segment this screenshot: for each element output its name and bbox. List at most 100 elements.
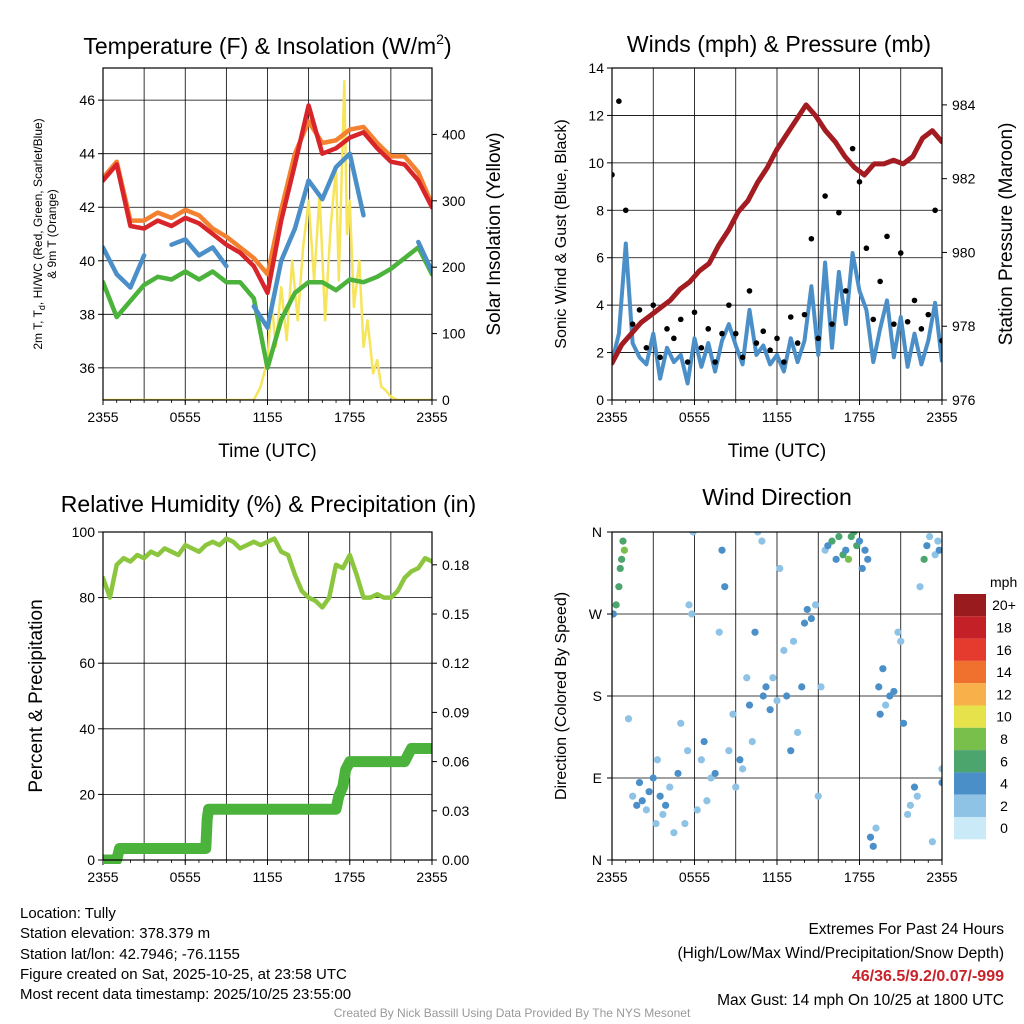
direction-point [689, 532, 697, 536]
temp-ytick-right-label: 0 [442, 392, 450, 408]
direction-point [703, 797, 711, 805]
temp-ylabel-line2: & 9m T (Orange) [45, 189, 59, 279]
wind-ytick-label: 12 [588, 107, 604, 123]
direction-point [688, 610, 696, 618]
temp-series-9m-t [103, 119, 432, 277]
direction-point [624, 715, 633, 723]
wind-ytick-label: 8 [596, 202, 604, 218]
temp-title-close: ) [444, 33, 452, 59]
direction-point [612, 610, 617, 618]
wind-plot-area [612, 98, 942, 386]
gust-point [829, 321, 835, 327]
gust-point [822, 193, 828, 199]
direction-point [803, 605, 811, 614]
direction-point [923, 542, 931, 550]
max-gust: Max Gust: 14 mph On 10/25 at 1800 UTC [717, 991, 1004, 1009]
legend-swatch [954, 616, 986, 639]
legend-label: 0 [1000, 820, 1008, 836]
direction-point [928, 838, 936, 846]
rh-xtick-label: 1155 [252, 869, 282, 885]
figure-created: Figure created on Sat, 2025-10-25, at 23… [20, 965, 347, 983]
direction-point [629, 792, 637, 800]
direction-point [886, 692, 894, 700]
dir-plot-border [611, 531, 943, 861]
direction-point [656, 792, 664, 800]
direction-point [697, 756, 705, 764]
gust-point [739, 354, 746, 361]
temp-ytick-right-label: 200 [442, 259, 466, 275]
extremes-values: 46/36.5/9.2/0.07/-999 [851, 968, 1004, 985]
direction-point [618, 555, 626, 563]
precip-line [103, 743, 432, 864]
gust-point [918, 326, 925, 332]
gust-point [746, 288, 753, 294]
direction-point [835, 532, 843, 541]
temp-ytick-label: 36 [79, 360, 95, 376]
gust-point [781, 359, 787, 365]
temp-title: Temperature (F) & Insolation (W/m2) [83, 31, 451, 59]
direction-point [718, 546, 726, 554]
gust-point [836, 209, 842, 216]
direction-point [861, 546, 869, 554]
legend-swatch [954, 638, 986, 661]
direction-point [899, 719, 908, 727]
legend-label: 14 [996, 664, 1012, 680]
dir-plot-area [612, 532, 942, 850]
legend-swatch [954, 594, 986, 617]
direction-point [876, 710, 884, 718]
gust-point [863, 245, 870, 252]
direction-point [715, 628, 723, 636]
dir-xtick-label: 1755 [844, 869, 875, 885]
direction-point [879, 665, 887, 673]
direction-point [773, 696, 781, 705]
gust-point [643, 345, 650, 351]
gust-point [726, 302, 732, 308]
wind-ytick-label: 4 [596, 297, 604, 313]
direction-point [811, 601, 820, 609]
direction-point [916, 583, 924, 591]
temp-plot-border [102, 67, 433, 401]
direction-point [904, 810, 912, 819]
legend-swatch [954, 660, 986, 684]
gust-point [808, 235, 815, 242]
gust-point [767, 347, 773, 354]
gust-point [684, 359, 691, 365]
gust-point [616, 98, 622, 104]
direction-point [913, 792, 921, 800]
direction-point [612, 601, 620, 609]
wind-xtick-label: 0555 [679, 409, 710, 425]
direction-point [869, 842, 877, 850]
station-info: Location: Tully Station elevation: 378.3… [20, 904, 351, 1005]
wind-ylabel: Sonic Wind & Gust (Blue, Black) [553, 119, 570, 348]
rh-xtick-label: 2355 [416, 869, 447, 885]
gust-point [904, 318, 911, 325]
gust-point [939, 337, 942, 344]
wind-xtick-label: 1755 [844, 409, 875, 425]
direction-point [633, 801, 641, 809]
direction-point [794, 728, 802, 737]
extremes-subtitle: (High/Low/Max Wind/Precipitation/Snow De… [677, 944, 1005, 962]
legend-swatch [954, 750, 986, 773]
temp-xlabel: Time (UTC) [218, 441, 317, 462]
rh-plot-border [102, 531, 433, 861]
direction-point [649, 774, 657, 782]
gust-point [870, 316, 877, 323]
dir-xtick-label: 2355 [596, 869, 627, 885]
gust-point [911, 297, 918, 304]
dir-xtick-label: 0555 [679, 869, 710, 885]
gust-point [897, 250, 904, 256]
direction-point [783, 692, 791, 700]
direction-point [789, 637, 798, 645]
rh-ytick-right-label: 0.12 [442, 655, 469, 671]
direction-point [798, 683, 806, 691]
temp-plot-area [103, 80, 432, 400]
legend-label: 6 [1000, 753, 1008, 769]
gust-point [842, 288, 849, 294]
direction-point [725, 747, 733, 755]
temp-xtick-label: 1155 [252, 409, 282, 425]
gust-point [629, 321, 636, 327]
direction-point [850, 532, 858, 536]
rh-ytick-label: 100 [72, 524, 96, 540]
wind-ytick-right-label: 982 [952, 171, 976, 187]
direction-point [776, 564, 784, 573]
